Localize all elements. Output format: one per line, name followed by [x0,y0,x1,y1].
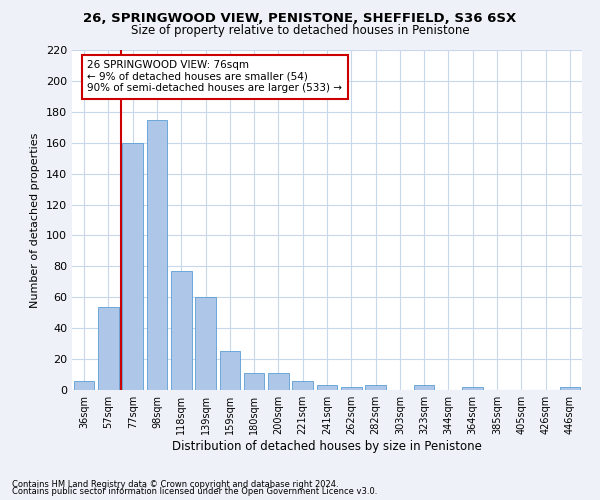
Bar [244,373,265,390]
Bar [146,120,167,390]
Text: Contains HM Land Registry data © Crown copyright and database right 2024.: Contains HM Land Registry data © Crown c… [12,480,338,489]
Bar [292,380,313,390]
Bar [365,386,386,390]
Bar [341,387,362,390]
Bar [463,387,483,390]
Text: 26, SPRINGWOOD VIEW, PENISTONE, SHEFFIELD, S36 6SX: 26, SPRINGWOOD VIEW, PENISTONE, SHEFFIEL… [83,12,517,26]
Text: Contains public sector information licensed under the Open Government Licence v3: Contains public sector information licen… [12,487,377,496]
Bar [268,373,289,390]
Bar [414,386,434,390]
Bar [195,298,216,390]
Bar [220,352,240,390]
Y-axis label: Number of detached properties: Number of detached properties [31,132,40,308]
Bar [98,306,119,390]
Bar [560,387,580,390]
Bar [317,386,337,390]
Bar [74,380,94,390]
Bar [171,271,191,390]
Text: Size of property relative to detached houses in Penistone: Size of property relative to detached ho… [131,24,469,37]
X-axis label: Distribution of detached houses by size in Penistone: Distribution of detached houses by size … [172,440,482,453]
Text: 26 SPRINGWOOD VIEW: 76sqm
← 9% of detached houses are smaller (54)
90% of semi-d: 26 SPRINGWOOD VIEW: 76sqm ← 9% of detach… [88,60,342,94]
Bar [122,142,143,390]
